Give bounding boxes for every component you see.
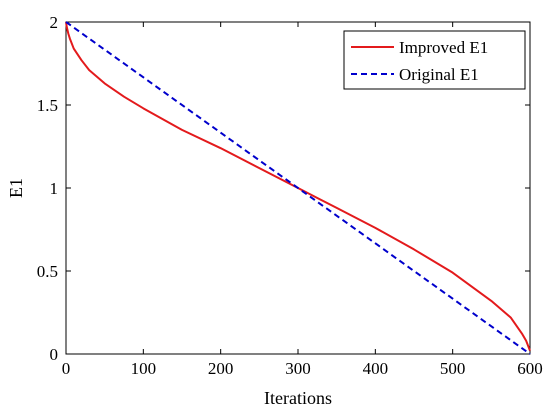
x-tick-label: 0 [62,359,71,378]
y-tick-label: 0.5 [37,262,58,281]
legend-label-improved: Improved E1 [399,38,488,57]
x-tick-label: 500 [440,359,466,378]
x-tick-label: 400 [363,359,389,378]
x-tick-label: 100 [131,359,157,378]
legend-label-original: Original E1 [399,65,479,84]
series-line-original-e1 [65,21,531,355]
y-tick-label: 0 [50,345,59,364]
ticks-layer: 0 100 200 300 400 500 600 0 0.5 1 1.5 2 [37,13,543,378]
x-axis-title: Iterations [264,388,332,408]
y-tick-label: 2 [50,13,59,32]
y-tick-label: 1 [50,179,59,198]
x-tick-label: 300 [285,359,311,378]
legend-box [343,30,526,90]
x-tick-label: 200 [208,359,234,378]
x-tick-label: 600 [517,359,543,378]
series-line-improved-e1 [65,21,531,352]
legend: Improved E1 Original E1 [343,30,526,90]
series-layer [65,21,531,355]
y-axis-title: E1 [6,178,26,198]
y-tick-label: 1.5 [37,96,58,115]
